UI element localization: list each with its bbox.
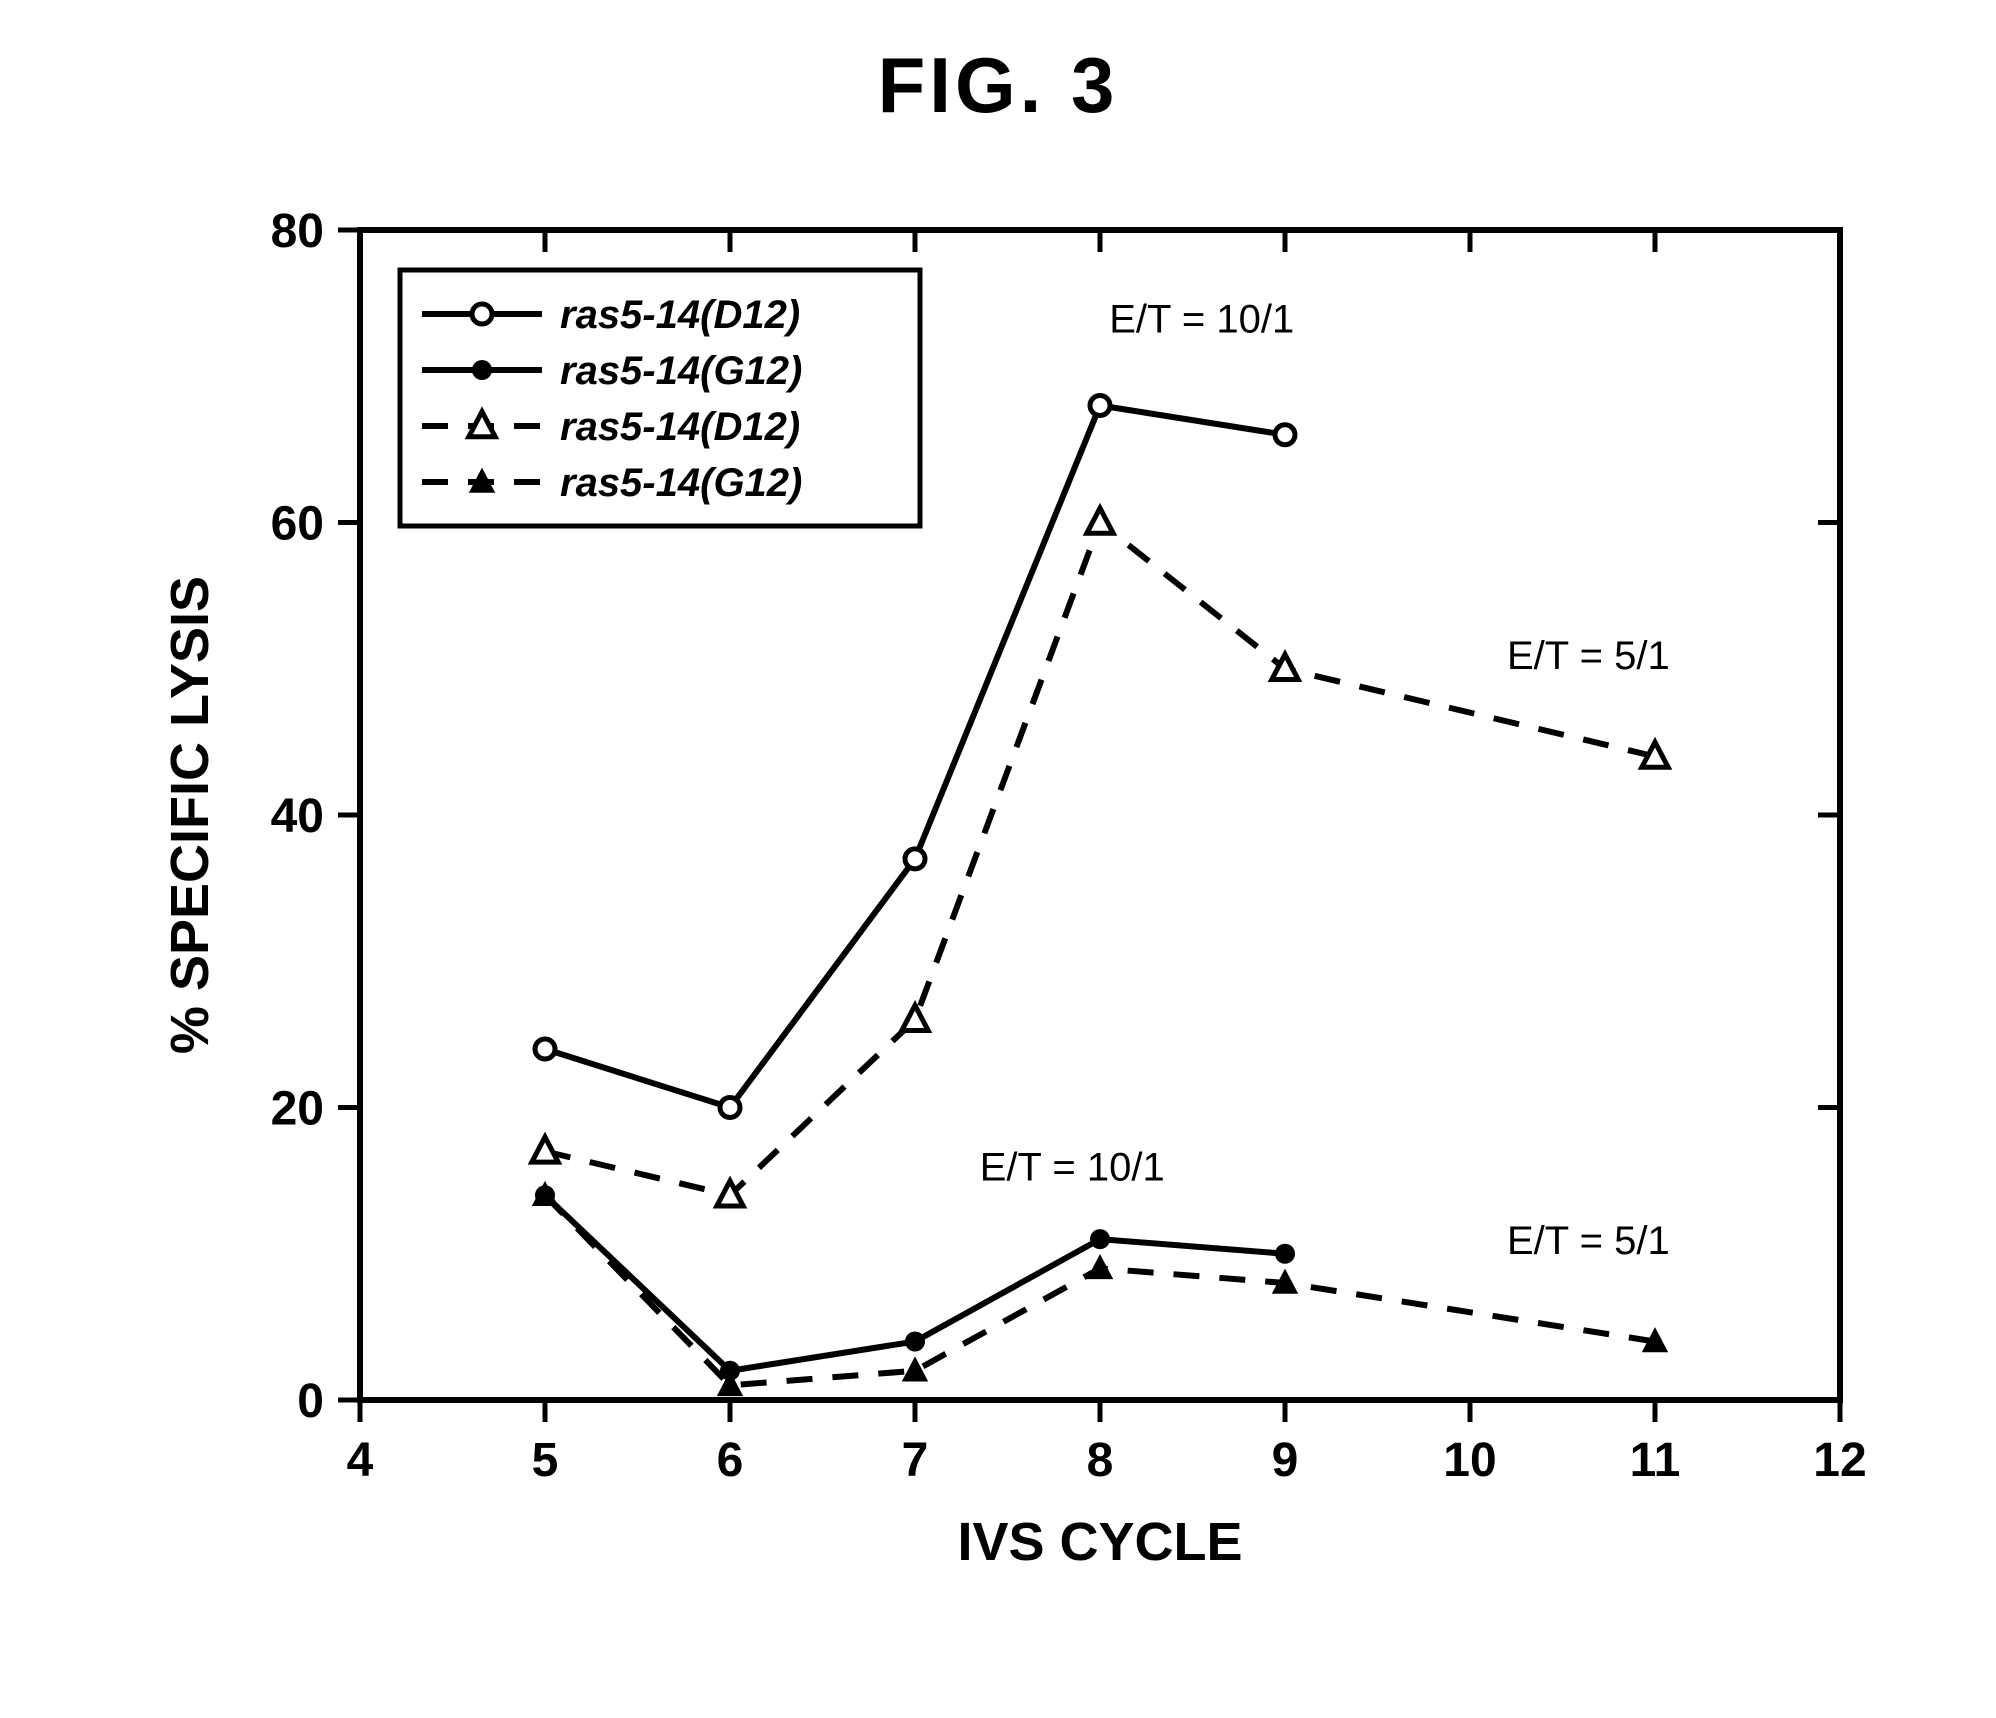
y-tick-label: 40: [271, 790, 324, 843]
x-tick-label: 4: [347, 1434, 374, 1487]
x-tick-label: 9: [1272, 1434, 1299, 1487]
legend-label: ras5-14(G12): [560, 461, 802, 505]
x-tick-label: 5: [532, 1434, 559, 1487]
y-tick-label: 80: [271, 205, 324, 258]
page: FIG. 3 456789101112 020406080 IVS CYCLE …: [0, 0, 1996, 1718]
x-tick-label: 8: [1087, 1434, 1114, 1487]
legend-label: ras5-14(G12): [560, 349, 802, 393]
y-tick-label: 0: [297, 1375, 324, 1428]
x-tick-label: 12: [1813, 1434, 1866, 1487]
x-tick-label: 6: [717, 1434, 744, 1487]
y-axis-label: % SPECIFIC LYSIS: [160, 576, 220, 1054]
y-tick-label: 20: [271, 1082, 324, 1135]
legend-label: ras5-14(D12): [560, 293, 800, 337]
y-tick-label: 60: [271, 497, 324, 550]
annotation-label: E/T = 5/1: [1507, 634, 1670, 678]
x-tick-label: 10: [1443, 1434, 1496, 1487]
x-axis-label: IVS CYCLE: [957, 1512, 1242, 1572]
legend: ras5-14(D12) ras5-14(G12) ras5-14(D12) ras5…: [400, 270, 920, 526]
annotation-label: E/T = 10/1: [1109, 297, 1294, 341]
chart-svg: 4 5 6 7 8 9 10 11 12 0 20 40 60 80 IVS CYCLE % SPECI…: [0, 0, 1996, 1718]
annotation-label: E/T = 10/1: [980, 1146, 1165, 1190]
annotation-label: E/T = 5/1: [1507, 1219, 1670, 1263]
x-tick-label: 7: [902, 1434, 929, 1487]
x-tick-label: 11: [1630, 1434, 1681, 1487]
legend-label: ras5-14(D12): [560, 405, 800, 449]
